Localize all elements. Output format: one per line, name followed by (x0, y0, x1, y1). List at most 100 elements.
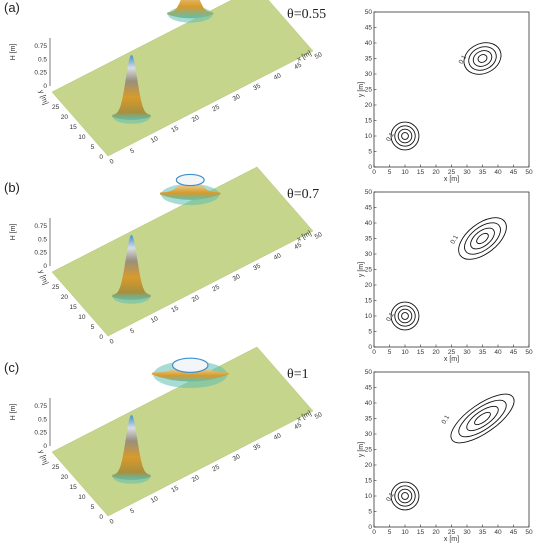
x-axis-label: x [m] (444, 536, 459, 543)
contour-level-label: 0.1 (385, 311, 396, 323)
x-tick-label: 40 (273, 252, 283, 262)
z-tick-label: 0.75 (34, 403, 47, 410)
z-tick-label: 0.75 (34, 43, 47, 50)
contour-line (394, 485, 416, 507)
x-tick-label: 40 (494, 349, 502, 356)
x-tick-label: 20 (191, 114, 201, 124)
contour-plot: 00 5 5 10 10 15 15 20 20 25 25 30 30 35 35 40 40 45 45 50 50… (358, 369, 533, 543)
x-tick-label: 0 (372, 529, 376, 536)
x-tick-label: 35 (252, 83, 262, 93)
x-tick-label: 50 (525, 529, 533, 536)
z-tick-label: 0 (43, 83, 47, 90)
contour-line (401, 492, 409, 500)
y-tick-label: 30 (365, 71, 373, 78)
y-tick-label: 50 (365, 9, 373, 16)
x-tick-label: 35 (479, 529, 487, 536)
mound-surface (112, 235, 151, 301)
x-tick-label: 5 (129, 147, 136, 155)
x-tick-label: 15 (170, 485, 180, 495)
contour-line (390, 481, 420, 511)
x-tick-label: 20 (432, 169, 440, 176)
x-tick-label: 0 (372, 169, 376, 176)
y-tick-label: 25 (365, 447, 373, 454)
x-axis-label: x [m] (444, 356, 459, 363)
x-tick-label: 0 (372, 349, 376, 356)
y-tick-label: 25 (365, 87, 373, 94)
x-tick-label: 0 (109, 338, 116, 346)
x-tick-label: 50 (314, 231, 324, 241)
x-tick-label: 0 (109, 158, 116, 166)
theta-label: θ=0.7 (287, 187, 320, 202)
y-tick-label: 5 (368, 329, 372, 336)
contour-line (463, 42, 502, 75)
contour-level-label: 0.1 (458, 54, 469, 66)
y-axis-label: y [m] (358, 82, 365, 97)
y-tick-label: 5 (91, 504, 95, 511)
x-tick-label: 10 (401, 529, 409, 536)
mound-cap (175, 173, 205, 187)
y-axis-label: y [m] (37, 269, 49, 286)
x-tick-label: 40 (494, 169, 502, 176)
y-tick-label: 15 (70, 304, 78, 311)
mound-surface (167, 0, 214, 19)
y-tick-label: 50 (365, 189, 373, 196)
mound-surface (159, 176, 221, 200)
y-tick-label: 10 (78, 314, 86, 321)
contour-line (390, 121, 420, 151)
x-tick-label: 5 (388, 349, 392, 356)
x-tick-label: 5 (388, 169, 392, 176)
x-tick-label: 40 (273, 72, 283, 82)
contour-line (464, 222, 501, 255)
y-tick-label: 20 (61, 294, 69, 301)
y-tick-label: 25 (52, 104, 60, 111)
y-tick-label: 20 (365, 282, 373, 289)
contour-line (394, 305, 416, 327)
y-tick-label: 40 (365, 220, 373, 227)
contour-plot: 00 5 5 10 10 15 15 20 20 25 25 30 30 35 35 40 40 45 45 50 50… (358, 9, 533, 183)
y-axis-label: y [m] (358, 442, 365, 457)
z-tick-label: 0.5 (38, 236, 47, 243)
contour-line (458, 217, 507, 260)
y-tick-label: 45 (365, 205, 373, 212)
x-tick-label: 20 (191, 294, 201, 304)
x-tick-label: 5 (388, 529, 392, 536)
contour-line (401, 132, 409, 140)
figure-panel: (a) θ=0.55 0 0.25 0.5 0.75 H [m] 0 5 10 15 20 25 30 35… (0, 0, 543, 183)
x-axis-label: x [m] (444, 176, 459, 183)
x-tick-label: 10 (150, 135, 160, 145)
x-tick-label: 50 (314, 411, 324, 421)
y-tick-label: 30 (365, 431, 373, 438)
y-axis-label: y [m] (358, 262, 365, 277)
contour-line (472, 50, 493, 67)
x-tick-label: 15 (170, 305, 180, 315)
z-tick-label: 0 (43, 443, 47, 450)
x-tick-label: 10 (150, 315, 160, 325)
x-tick-label: 15 (170, 125, 180, 135)
x-tick-label: 25 (448, 169, 456, 176)
y-tick-label: 40 (365, 40, 373, 47)
y-tick-label: 0 (368, 344, 372, 351)
x-tick-label: 25 (448, 529, 456, 536)
contour-line (397, 308, 413, 324)
y-tick-label: 15 (365, 298, 373, 305)
z-axis-label: H [m] (10, 44, 17, 61)
x-tick-label: 50 (525, 349, 533, 356)
x-tick-label: 25 (211, 104, 221, 114)
x-tick-label: 30 (232, 453, 242, 463)
contour-line (458, 399, 507, 438)
x-tick-label: 45 (510, 169, 518, 176)
y-tick-label: 25 (52, 284, 60, 291)
y-tick-label: 20 (365, 462, 373, 469)
contour-line (474, 411, 491, 426)
x-tick-label: 15 (417, 169, 425, 176)
contour-line (390, 301, 420, 331)
y-tick-label: 10 (365, 493, 373, 500)
x-tick-label: 40 (494, 529, 502, 536)
contour-line (466, 405, 499, 432)
y-tick-label: 15 (365, 478, 373, 485)
x-tick-label: 30 (463, 349, 471, 356)
contour-line (476, 232, 489, 245)
x-tick-label: 10 (401, 169, 409, 176)
